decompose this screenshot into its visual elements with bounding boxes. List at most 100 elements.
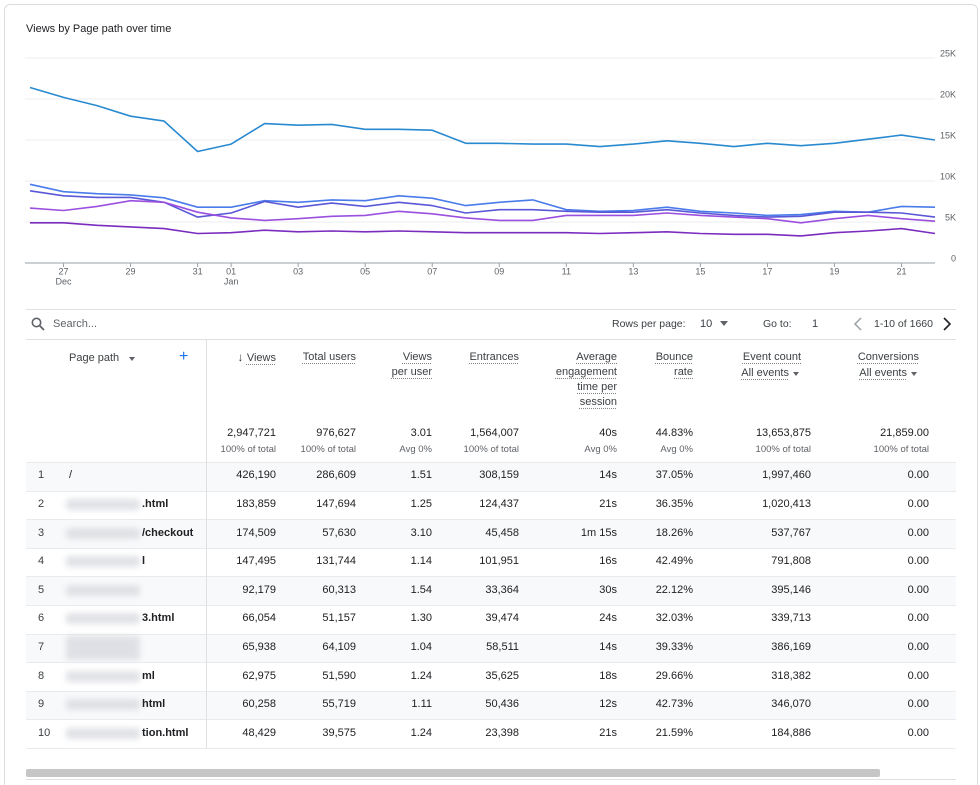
x-tick-label: 07: [427, 266, 437, 276]
column-header[interactable]: Average engagement time per session: [539, 350, 617, 410]
cell: 51,157: [322, 612, 356, 625]
column-filter[interactable]: All events: [819, 366, 907, 381]
divider: [26, 779, 956, 780]
column-header-text[interactable]: Conversions: [857, 351, 919, 363]
cell: 37.05%: [655, 469, 693, 482]
row-line: [26, 576, 956, 578]
page-path[interactable]: .html: [142, 497, 169, 510]
row-line: [26, 519, 956, 521]
dropdown-arrow[interactable]: [129, 357, 135, 361]
x-tick-month: Jan: [224, 276, 239, 286]
cell: 183,859: [236, 497, 276, 510]
column-header[interactable]: ↓ Views: [196, 350, 277, 366]
cell: 35,625: [485, 669, 519, 682]
x-tick-label: 01: [226, 266, 236, 276]
next-page[interactable]: [942, 317, 952, 331]
column-header-text[interactable]: Event count: [742, 351, 801, 363]
column-filter-text[interactable]: All events: [859, 367, 907, 379]
cell: 21.59%: [655, 726, 693, 739]
row-index: 4: [38, 555, 45, 568]
column-header[interactable]: Event count: [701, 350, 801, 365]
row-index: 2: [38, 497, 45, 510]
redacted-path: [66, 699, 140, 711]
column-filter[interactable]: All events: [701, 366, 789, 381]
cell: 0.00: [907, 555, 929, 568]
total-note: 100% of total: [220, 444, 276, 455]
x-tick-label: 31: [193, 266, 203, 276]
column-header-text[interactable]: Views per user: [391, 351, 432, 378]
row-bg: [26, 463, 956, 491]
x-tick-label: 27: [59, 266, 69, 276]
row-line: [26, 490, 956, 492]
dropdown-arrow[interactable]: [911, 372, 917, 376]
x-tick-label: 17: [762, 266, 772, 276]
cell: 1.51: [410, 469, 432, 482]
total-note: Avg 0%: [399, 444, 432, 455]
dropdown-arrow[interactable]: [720, 321, 728, 327]
page-path[interactable]: /checkout: [142, 526, 194, 539]
total-note: Avg 0%: [660, 444, 693, 455]
column-header-text[interactable]: Entrances: [469, 351, 519, 363]
page-path[interactable]: ml: [142, 669, 155, 682]
cell: 66,054: [242, 612, 276, 625]
series-line: [29, 190, 936, 218]
column-header-text[interactable]: Bounce rate: [655, 351, 693, 378]
cell: 1,997,460: [762, 469, 811, 482]
cell: 1.11: [411, 698, 432, 711]
add-dimension[interactable]: +: [179, 348, 189, 365]
column-header-text[interactable]: Average engagement time per session: [555, 351, 617, 408]
x-tick-label: 03: [293, 266, 303, 276]
divider: [26, 309, 956, 310]
page-path[interactable]: html: [142, 698, 166, 711]
column-header-text[interactable]: Views: [246, 352, 276, 364]
row-index: 6: [38, 612, 45, 625]
cell: 39.33%: [655, 640, 693, 653]
column-header-text[interactable]: Total users: [302, 351, 356, 363]
total-note: Avg 0%: [584, 444, 617, 455]
cell: 1.14: [410, 555, 432, 568]
cell: 1.24: [410, 669, 432, 682]
cell: 50,436: [485, 698, 519, 711]
search-input[interactable]: Search...: [53, 318, 98, 330]
goto-input[interactable]: 1: [812, 318, 819, 330]
total-note: 100% of total: [463, 444, 519, 455]
cell: 1.54: [410, 583, 432, 596]
sort-arrow[interactable]: ↓: [237, 350, 247, 364]
dropdown-arrow[interactable]: [793, 372, 799, 376]
cell: 386,169: [771, 640, 811, 653]
cell: 1.24: [410, 726, 432, 739]
column-header[interactable]: Total users: [296, 350, 356, 365]
column-filter-text[interactable]: All events: [741, 367, 789, 379]
x-tick-month: Dec: [56, 276, 73, 286]
column-header[interactable]: Views per user: [390, 350, 432, 380]
chart-title: Views by Page path over time: [26, 23, 171, 35]
search-icon[interactable]: [31, 317, 45, 331]
page-path[interactable]: 3.html: [142, 612, 175, 625]
goto-label: Go to:: [763, 318, 792, 330]
cell: 65,938: [242, 640, 276, 653]
row-line: [26, 547, 956, 549]
cell: 0.00: [907, 526, 929, 539]
column-header[interactable]: Bounce rate: [643, 350, 693, 380]
rows-per-page-select[interactable]: 10: [700, 318, 713, 330]
y-tick-label: 10K: [940, 171, 956, 181]
page-path[interactable]: tion.html: [142, 726, 189, 739]
cell: 22.12%: [655, 583, 693, 596]
scrollbar[interactable]: [26, 769, 880, 777]
row-line: [26, 662, 956, 664]
page-path[interactable]: /: [69, 469, 73, 482]
total-value: 1,564,007: [470, 427, 519, 439]
column-header[interactable]: Page path: [69, 352, 120, 364]
total-value: 21,859.00: [880, 427, 929, 439]
column-header[interactable]: Entrances: [439, 350, 519, 365]
cell: 147,495: [236, 555, 276, 568]
page-path[interactable]: l: [142, 555, 146, 568]
row-index: 9: [38, 698, 45, 711]
cell: 184,886: [771, 726, 811, 739]
prev-page[interactable]: [853, 317, 863, 331]
column-header[interactable]: Conversions: [819, 350, 919, 365]
cell: 62,975: [242, 669, 276, 682]
total-value: 13,653,875: [755, 427, 811, 439]
x-tick-label: 15: [695, 266, 705, 276]
y-tick-label: 5K: [945, 212, 956, 222]
